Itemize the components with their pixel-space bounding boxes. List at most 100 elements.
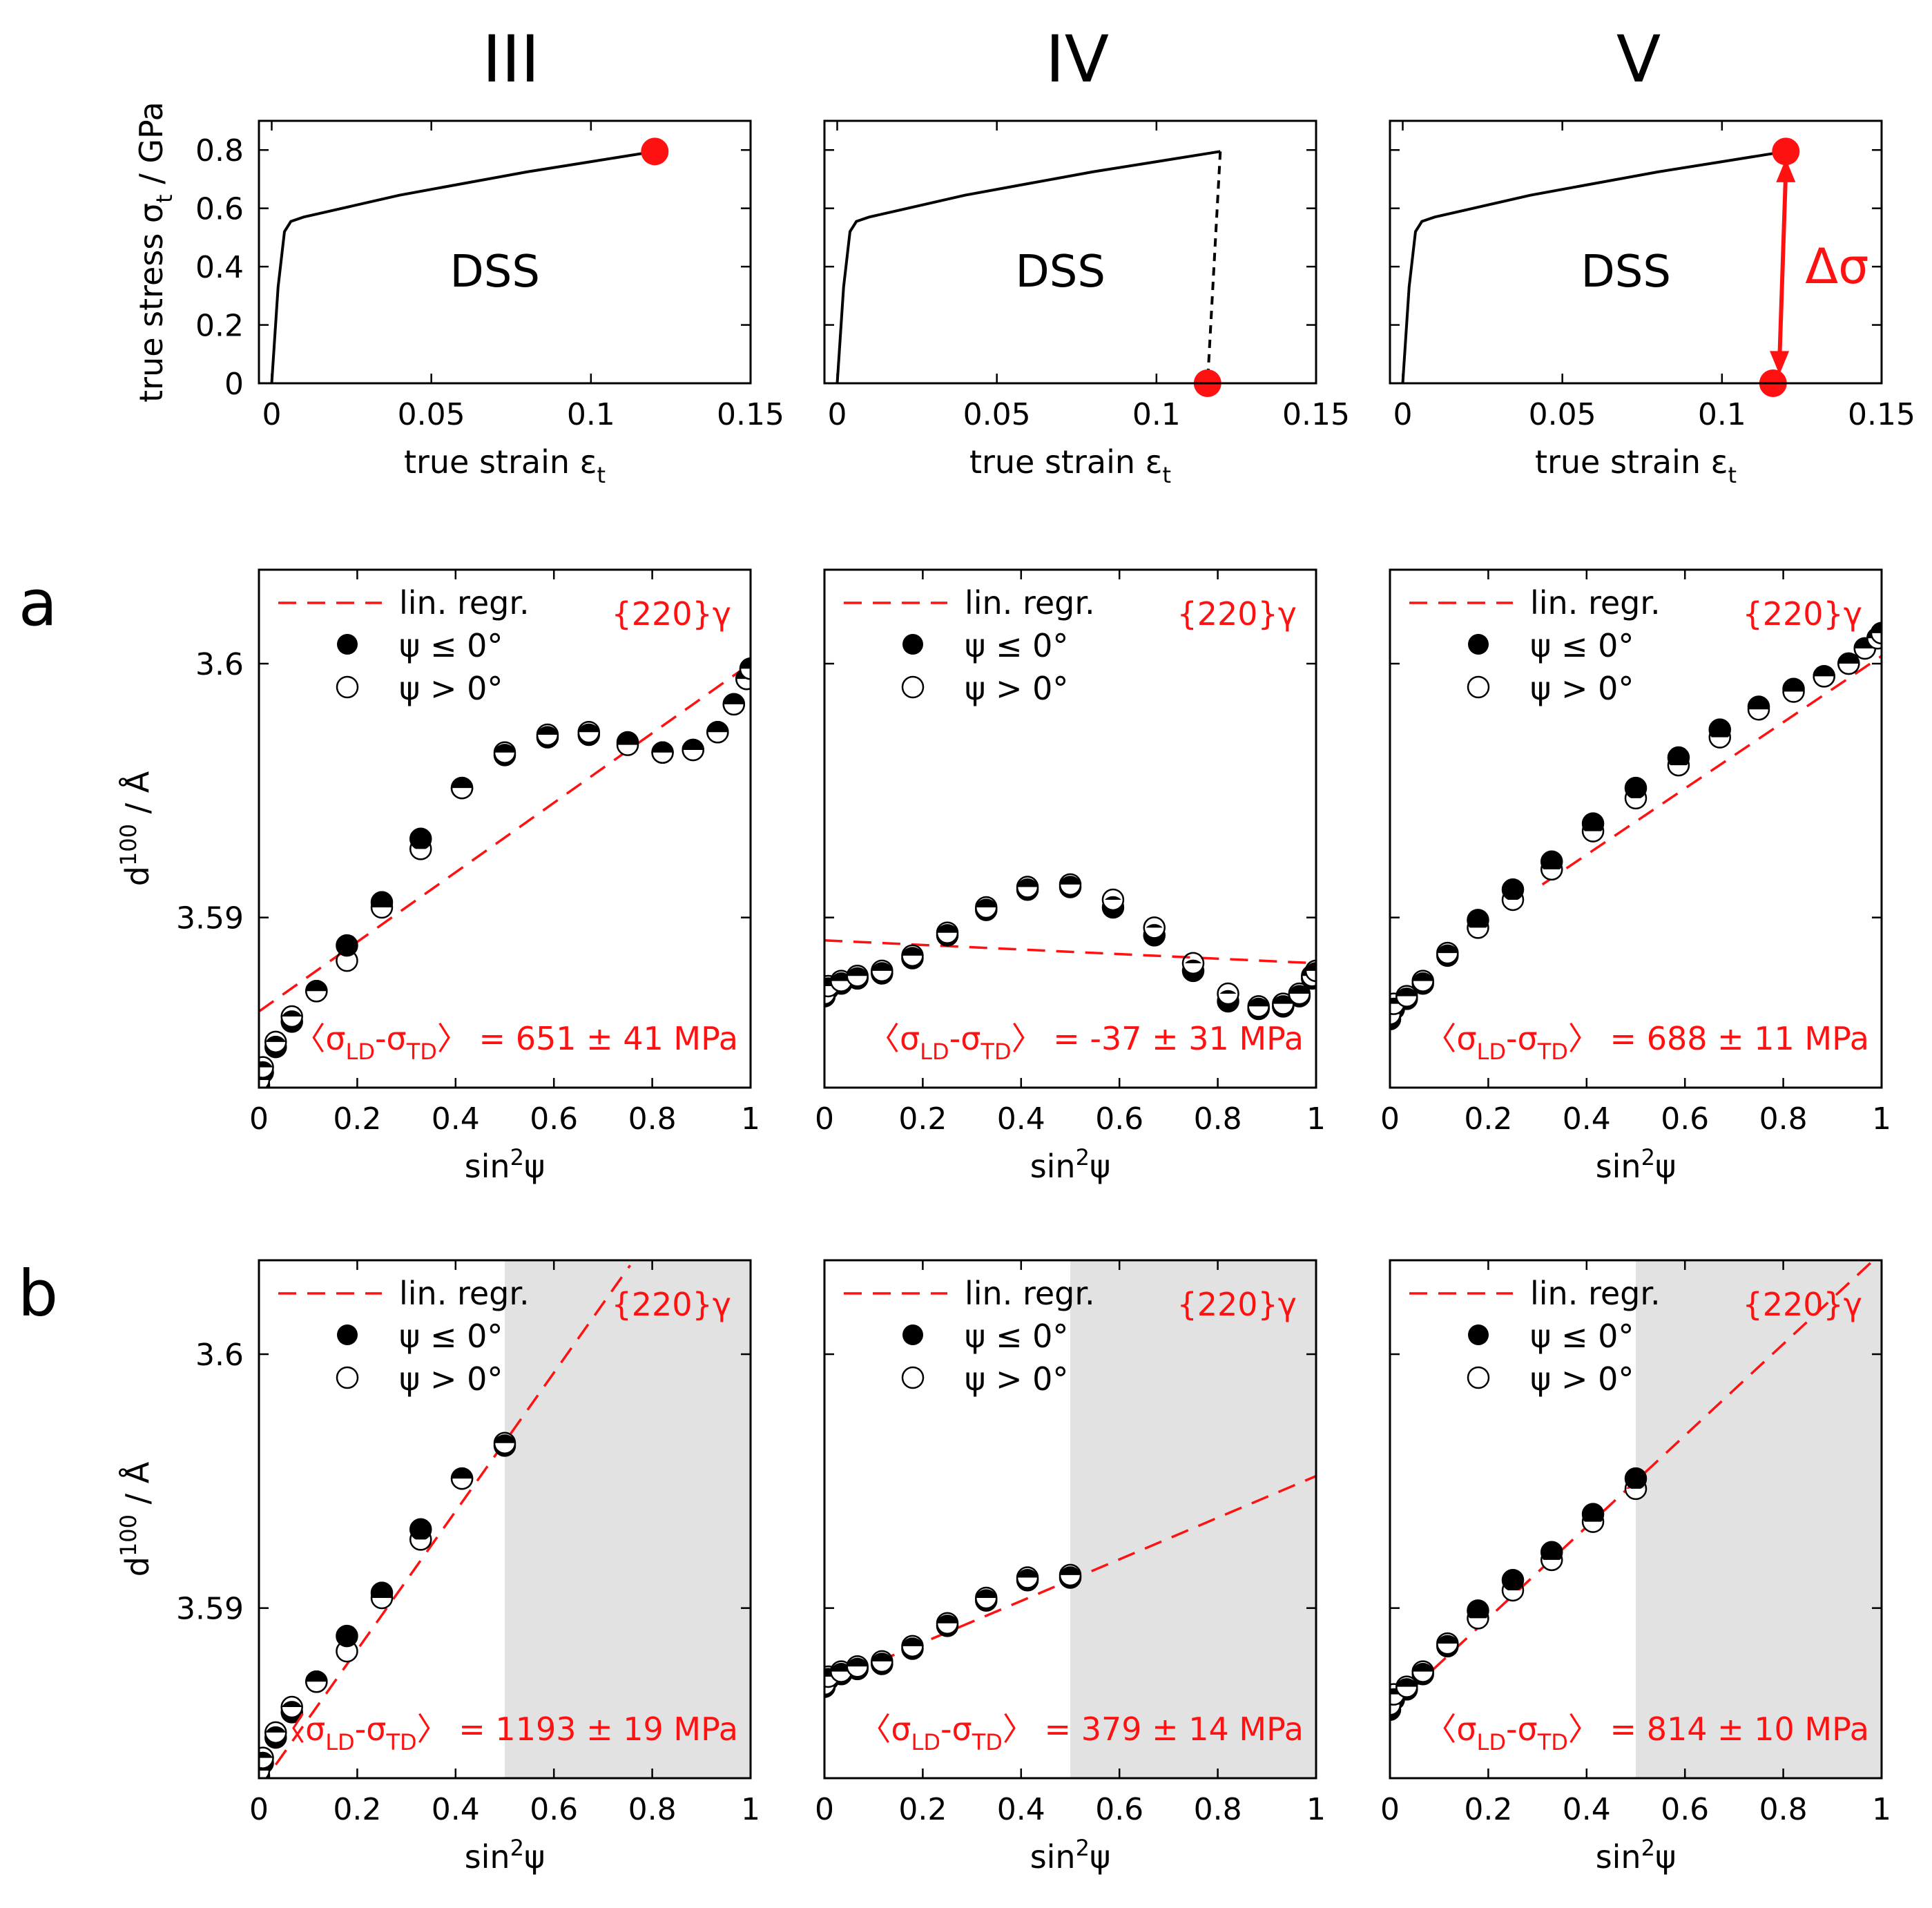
x-axis-label-psi: ψ	[1655, 1148, 1676, 1185]
data-point-psi-pos-fill	[1248, 1006, 1269, 1017]
x-tick-label: 0.6	[1095, 1101, 1143, 1137]
data-point-psi-pos	[1813, 665, 1835, 688]
linear-regression-line	[264, 1264, 631, 1778]
data-point-psi-pos-fill	[847, 976, 868, 987]
data-point-psi-pos-fill	[976, 907, 997, 918]
y-axis-label-main: d	[119, 1557, 156, 1577]
plot-area	[270, 150, 655, 383]
x-tick-label: 0	[262, 397, 281, 432]
result-sub-ld: LD	[920, 1039, 949, 1065]
data-point-psi-pos	[264, 1030, 287, 1054]
data-point-psi-pos-fill	[371, 907, 392, 918]
data-point-psi-pos	[1395, 1675, 1418, 1698]
stress-strain-curve	[1401, 150, 1786, 383]
legend-open-marker	[901, 675, 925, 699]
x-tick-label: 0.15	[1282, 397, 1350, 432]
data-point-psi-pos	[1016, 1566, 1039, 1589]
x-axis-label: true strain εt	[404, 443, 606, 488]
data-point-psi-pos-fill	[902, 955, 923, 966]
data-point-psi-pos	[1272, 992, 1295, 1015]
data-point-psi-pos-fill	[1060, 884, 1081, 895]
result-part: -σ	[1506, 1711, 1538, 1748]
axes-frame	[258, 568, 752, 1089]
data-point-psi-pos	[1624, 787, 1648, 810]
legend-psi-neg-label: ψ ≤ 0°	[399, 627, 503, 664]
data-point-psi-pos	[651, 741, 674, 764]
data-point-psi-pos	[493, 741, 516, 764]
result-sub-td: TD	[1537, 1039, 1568, 1065]
data-point-psi-pos-fill	[1183, 963, 1204, 974]
x-tick-label: 1	[1872, 1101, 1891, 1137]
data-point-psi-pos-fill	[306, 991, 327, 1002]
material-label: DSS	[1015, 247, 1105, 298]
x-tick-label: 0.2	[898, 1101, 947, 1137]
x-axis-label: sin2ψ	[1030, 1144, 1111, 1185]
data-point-psi-pos	[901, 944, 924, 967]
x-tick-label: 0.6	[1661, 1101, 1709, 1137]
data-point-psi-pos-fill	[1467, 927, 1489, 938]
data-point-psi-pos-fill	[1854, 648, 1875, 659]
panel-V-a: 0 0.2 0.4 0.6 0.8 1 lin. regr. ψ ≤ 0° ψ > 0° {220…	[1380, 568, 1891, 1185]
x-tick-label: 0	[1393, 397, 1412, 432]
legend-psi-neg-label: ψ ≤ 0°	[399, 1318, 503, 1355]
legend-fit-label: lin. regr.	[1530, 584, 1661, 621]
y-tick-label: 0.8	[195, 133, 244, 168]
x-tick-label: 0.6	[1661, 1792, 1709, 1827]
plot-area	[835, 150, 1222, 383]
panel-V-top: 0 0.05 0.1 0.15 Δσ DSS true strain εt	[1389, 119, 1915, 488]
result-sub-td: TD	[385, 1729, 416, 1755]
legend-filled-marker	[902, 1324, 923, 1345]
stress-strain-curve	[270, 150, 655, 383]
data-point-psi-pos-fill	[682, 750, 704, 761]
data-point-psi-pos-fill	[1217, 993, 1239, 1004]
x-tick-label: 1	[741, 1792, 760, 1827]
linear-regression-line	[1541, 655, 1882, 886]
data-point-psi-pos-fill	[494, 752, 515, 763]
data-point-psi-pos-fill	[1437, 1644, 1458, 1655]
data-point-psi-pos-fill	[336, 961, 358, 972]
data-point-psi-pos-fill	[1437, 953, 1458, 964]
legend-open-marker	[336, 675, 359, 699]
data-point-psi-pos	[536, 723, 559, 746]
data-point-psi-pos	[1059, 873, 1082, 896]
data-point-psi-pos	[739, 657, 751, 680]
legend-psi-pos-label: ψ > 0°	[965, 1360, 1068, 1398]
result-part: -σ	[949, 1020, 981, 1057]
x-tick-label: 0	[1380, 1792, 1400, 1827]
data-point-psi-pos-fill	[410, 849, 432, 860]
legend-psi-neg-label: ψ ≤ 0°	[965, 1318, 1068, 1355]
data-point-psi-pos-fill	[1467, 1618, 1489, 1629]
x-tick-label: 1	[1306, 1792, 1326, 1827]
x-axis-label-main: sin	[465, 1838, 510, 1876]
data-point-psi-pos-fill	[847, 1666, 868, 1677]
data-point-psi-pos	[846, 964, 869, 987]
result-part: 〈σ	[1424, 1020, 1476, 1057]
data-point-psi-pos	[1217, 982, 1239, 1005]
y-tick-label: 3.6	[195, 647, 244, 682]
data-point-psi-pos-fill	[452, 788, 473, 799]
data-point-psi-pos-fill	[1396, 1686, 1418, 1697]
x-tick-label: 0.4	[997, 1101, 1045, 1137]
data-point-psi-pos	[259, 1056, 274, 1079]
data-point-psi-pos	[1870, 621, 1882, 645]
material-label: DSS	[450, 247, 540, 298]
result-sub-td: TD	[972, 1729, 1003, 1755]
data-point-psi-pos-fill	[736, 679, 751, 690]
x-tick-label: 0.8	[1759, 1101, 1808, 1137]
result-value: 〉 = 1193 ± 19 MPa	[417, 1711, 738, 1748]
plot-area	[1390, 1260, 1875, 1721]
data-point-psi-pos	[264, 1721, 287, 1744]
y-axis-label-main: d	[119, 866, 156, 886]
x-axis-label-psi: ψ	[524, 1148, 545, 1185]
axes-frame	[1389, 568, 1883, 1089]
x-axis-label-main: sin	[1596, 1148, 1641, 1185]
data-point-psi-pos	[259, 1759, 271, 1778]
legend-psi-pos-label: ψ > 0°	[1530, 670, 1634, 707]
panel-IV-b: 0 0.2 0.4 0.6 0.8 1 lin. regr. ψ ≤ 0° ψ > 0° {220…	[815, 1259, 1326, 1876]
panel-IV-top: 0 0.05 0.1 0.15 DSS true strain εt	[823, 119, 1350, 488]
data-point-psi-pos-fill	[1871, 633, 1882, 644]
data-point-psi-pos-fill	[281, 1707, 302, 1718]
x-tick-label: 0.15	[1848, 397, 1915, 432]
x-axis-label-sub: t	[1728, 462, 1737, 488]
